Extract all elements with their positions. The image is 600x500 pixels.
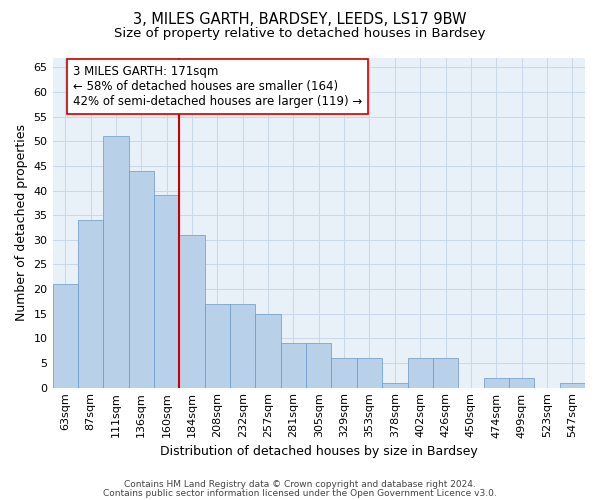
Bar (382, 382, 407, 388)
Bar (357, 358, 382, 388)
Bar (256, 314, 281, 388)
Bar (433, 358, 458, 388)
Bar (205, 304, 230, 388)
Bar (179, 235, 205, 388)
Bar (306, 343, 331, 388)
Text: Contains HM Land Registry data © Crown copyright and database right 2024.: Contains HM Land Registry data © Crown c… (124, 480, 476, 489)
Bar (484, 378, 509, 388)
Text: Size of property relative to detached houses in Bardsey: Size of property relative to detached ho… (114, 28, 486, 40)
Bar (230, 304, 256, 388)
Bar (331, 358, 357, 388)
Text: 3, MILES GARTH, BARDSEY, LEEDS, LS17 9BW: 3, MILES GARTH, BARDSEY, LEEDS, LS17 9BW (133, 12, 467, 28)
Text: Contains public sector information licensed under the Open Government Licence v3: Contains public sector information licen… (103, 489, 497, 498)
X-axis label: Distribution of detached houses by size in Bardsey: Distribution of detached houses by size … (160, 444, 478, 458)
Bar (103, 136, 128, 388)
Bar (154, 196, 179, 388)
Y-axis label: Number of detached properties: Number of detached properties (15, 124, 28, 321)
Bar (509, 378, 534, 388)
Bar (281, 343, 306, 388)
Bar (78, 220, 103, 388)
Bar (128, 171, 154, 388)
Bar (407, 358, 433, 388)
Bar (560, 382, 585, 388)
Bar (53, 284, 78, 388)
Text: 3 MILES GARTH: 171sqm
← 58% of detached houses are smaller (164)
42% of semi-det: 3 MILES GARTH: 171sqm ← 58% of detached … (73, 65, 362, 108)
